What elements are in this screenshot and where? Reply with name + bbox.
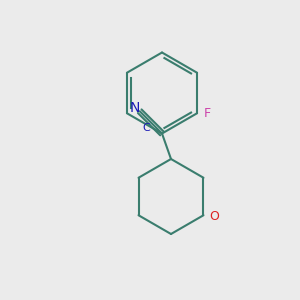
Text: N: N [129,101,140,115]
Text: C: C [142,123,150,133]
Text: F: F [204,107,211,120]
Text: O: O [209,210,219,223]
